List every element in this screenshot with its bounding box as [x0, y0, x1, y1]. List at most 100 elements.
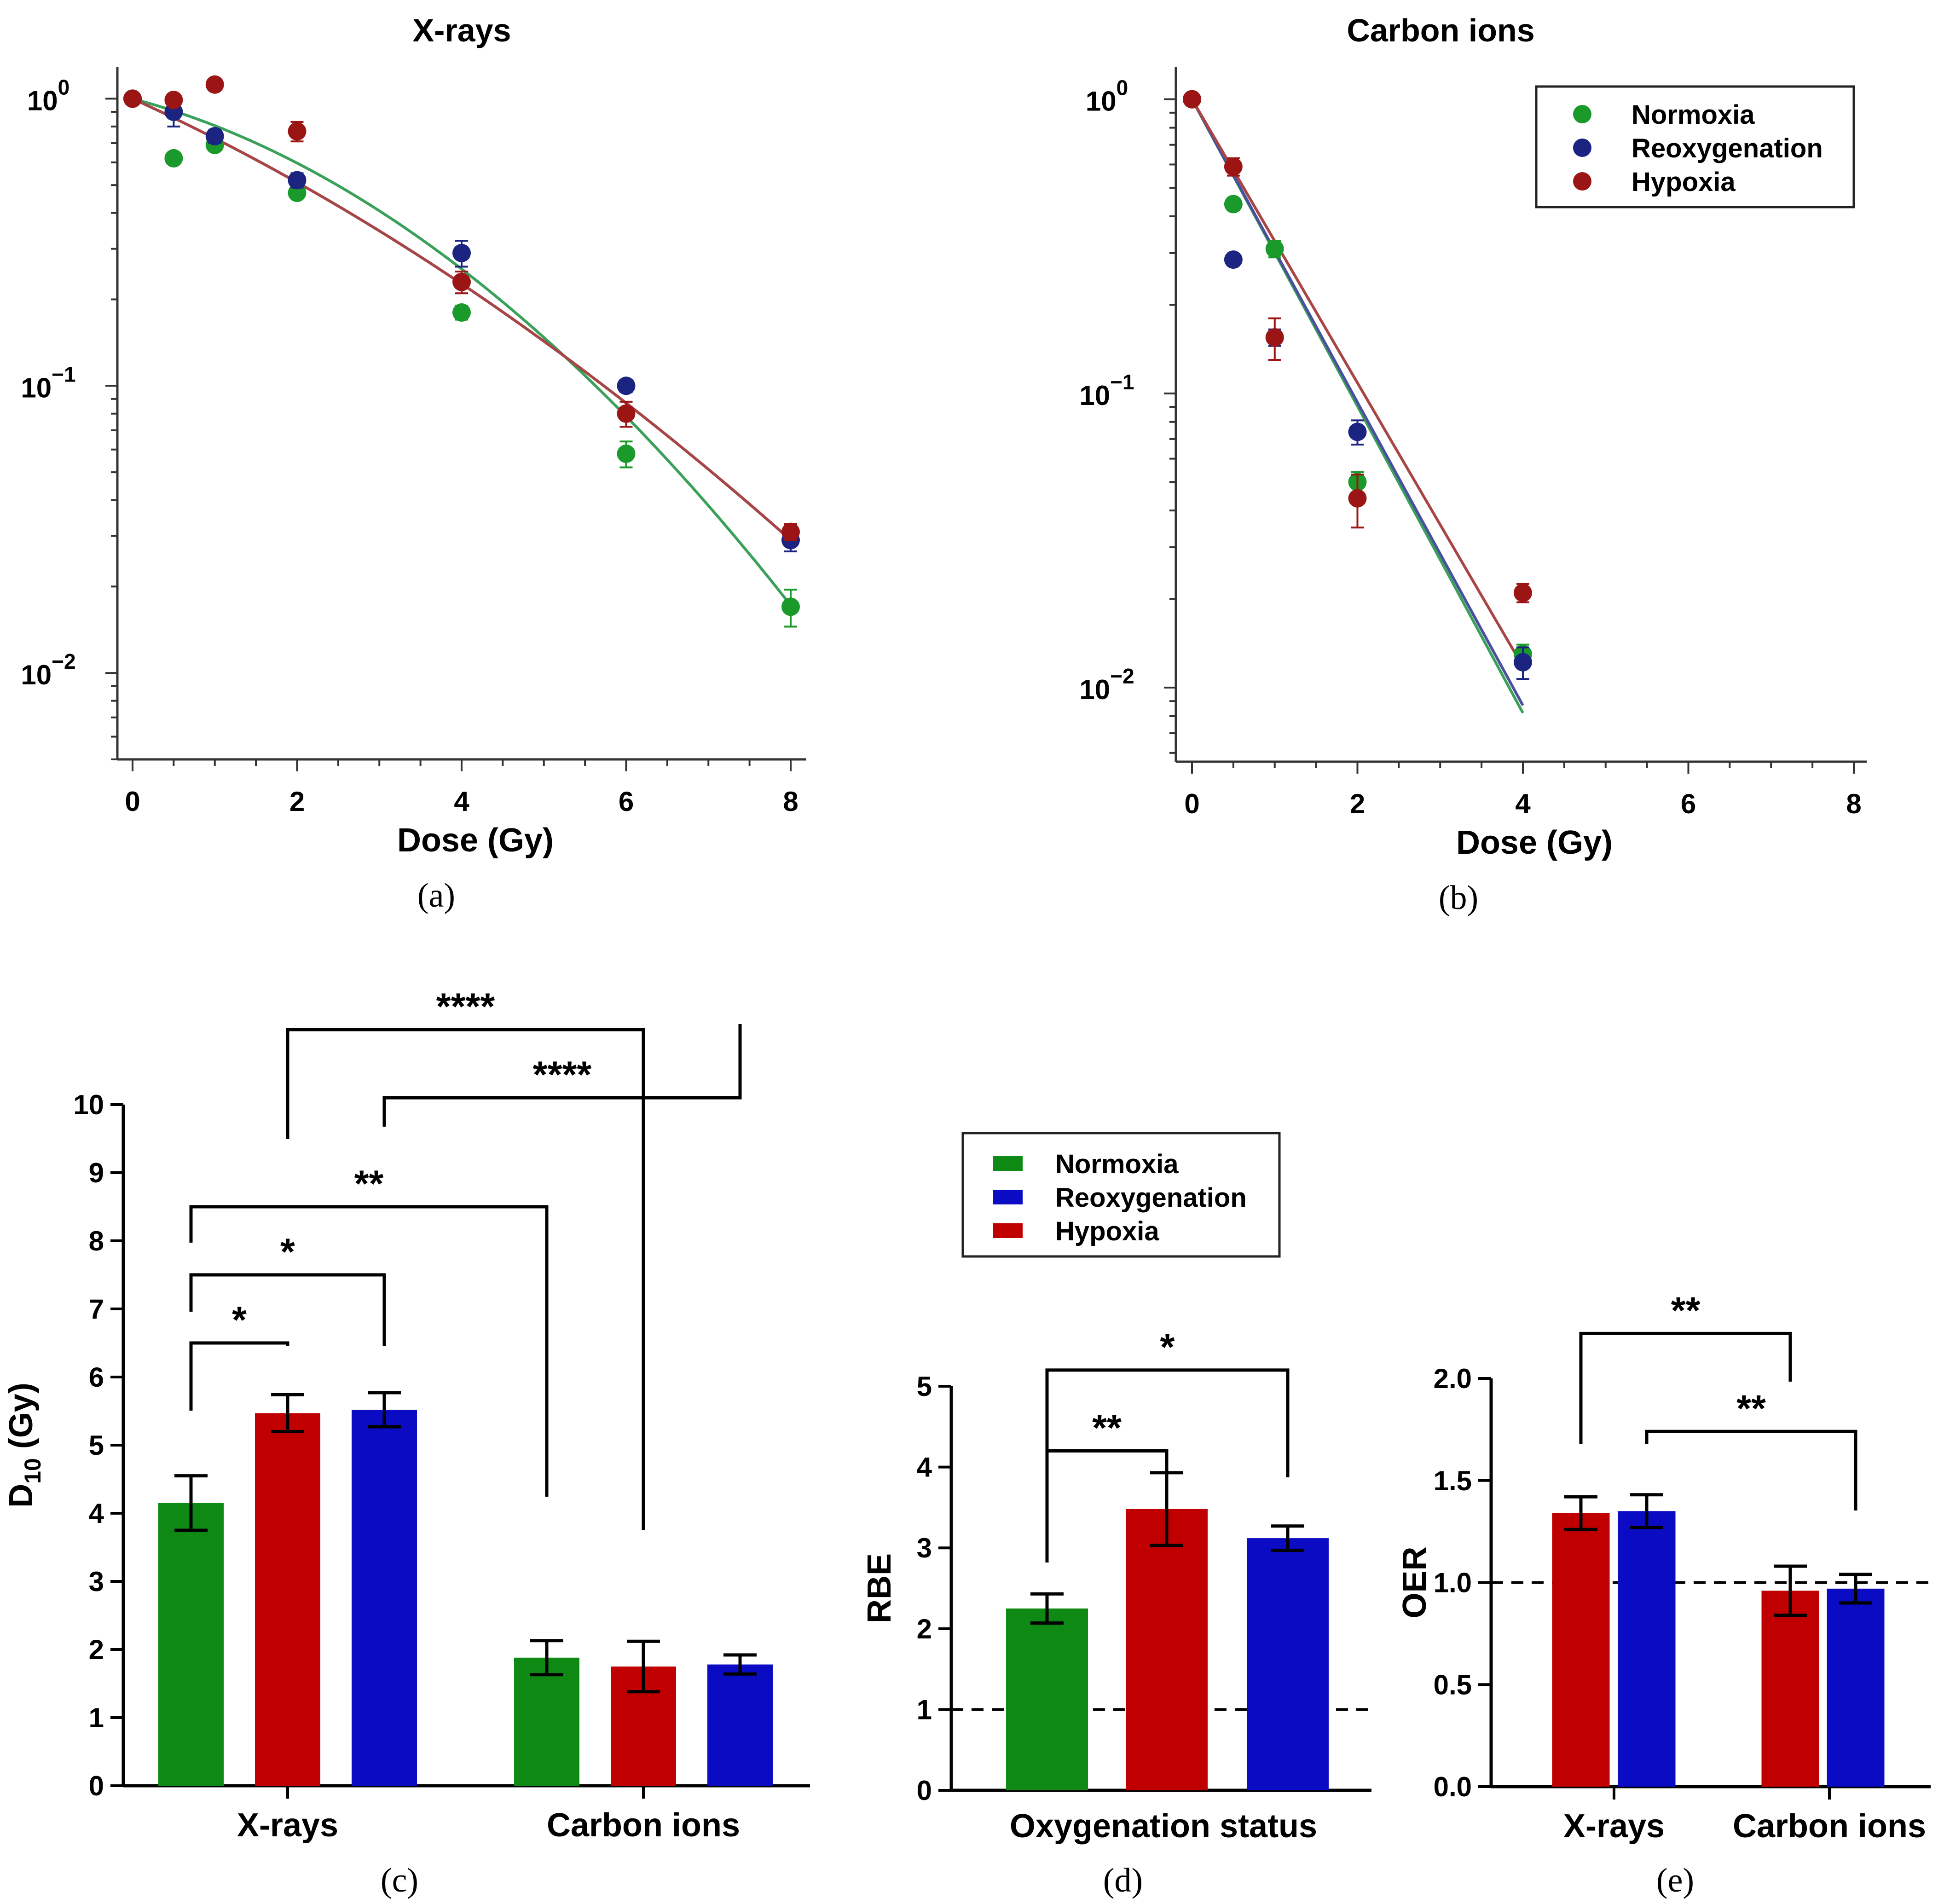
- y-axis-label: D10 (Gy): [3, 1383, 46, 1508]
- y-tick-label: 0.5: [1434, 1669, 1472, 1700]
- y-tick-label: 2: [89, 1634, 104, 1665]
- legend-label: Reoxygenation: [1632, 133, 1823, 163]
- y-tick-label: 100: [1086, 76, 1128, 117]
- data-point-hypoxia: [164, 91, 183, 110]
- y-tick-label: 4: [917, 1452, 932, 1483]
- panel-caption: (c): [381, 1862, 418, 1899]
- y-tick-base: 10: [1079, 380, 1110, 411]
- data-point-reoxygenation: [1348, 422, 1367, 441]
- y-tick-base: 10: [21, 660, 52, 690]
- panel-caption: (b): [1439, 879, 1478, 917]
- fit-line-normoxia: [132, 97, 792, 606]
- y-axis-label: OER: [1396, 1546, 1433, 1618]
- legend-label: Normoxia: [1632, 100, 1755, 130]
- data-point-hypoxia: [781, 522, 800, 541]
- bar-normoxia: [158, 1503, 224, 1786]
- y-axis-label: RBE: [861, 1553, 898, 1623]
- data-point-hypoxia: [1183, 90, 1201, 109]
- data-point-reoxygenation: [617, 376, 636, 395]
- data-point-hypoxia: [288, 122, 307, 141]
- data-point-reoxygenation: [1514, 653, 1532, 671]
- y-tick-label: 8: [89, 1226, 104, 1256]
- x-tick-label: 8: [1846, 788, 1861, 819]
- x-category-label: Carbon ions: [1733, 1808, 1926, 1845]
- y-label-subscript: 10: [20, 1458, 46, 1484]
- significance-bracket-line: [189, 1273, 386, 1346]
- y-tick-exponent: −2: [52, 649, 75, 673]
- data-point-hypoxia: [123, 89, 142, 108]
- bar-reoxygenation: [707, 1664, 773, 1786]
- panel-title: X-rays: [412, 12, 511, 48]
- y-tick-label: 1: [917, 1694, 932, 1725]
- panel-caption: (d): [1103, 1862, 1143, 1899]
- significance-bracket-label: *: [1160, 1326, 1175, 1368]
- significance-bracket-line: [1579, 1331, 1792, 1444]
- significance-bracket-label: **: [1671, 1290, 1701, 1331]
- significance-bracket-line: [382, 1024, 742, 1127]
- fit-line-reoxygenation: [1191, 98, 1524, 706]
- x-tick-label: 0: [1184, 788, 1199, 819]
- x-tick-label: 0: [125, 786, 140, 817]
- legend-label: Hypoxia: [1055, 1216, 1159, 1246]
- y-tick-exponent: 0: [58, 75, 70, 99]
- significance-bracket-line: [189, 1205, 549, 1497]
- y-tick-label: 0: [89, 1771, 104, 1801]
- legend-label: Hypoxia: [1632, 167, 1736, 197]
- y-tick-label: 10: [73, 1089, 104, 1120]
- bar-reoxygenation: [1247, 1538, 1329, 1790]
- y-tick-exponent: −2: [1110, 664, 1134, 688]
- data-point-normoxia: [781, 597, 800, 616]
- x-tick-label: 2: [1350, 788, 1365, 819]
- y-tick-label: 2: [917, 1614, 932, 1644]
- data-point-normoxia: [452, 303, 471, 322]
- data-point-reoxygenation: [288, 171, 307, 190]
- y-tick-label: 2.0: [1434, 1363, 1472, 1394]
- data-point-hypoxia: [452, 272, 471, 291]
- legend-marker: [1573, 172, 1591, 191]
- x-category-label: X-rays: [1563, 1808, 1665, 1845]
- y-tick-label: 9: [89, 1157, 104, 1188]
- data-point-normoxia: [1224, 195, 1243, 214]
- y-tick-label: 5: [917, 1371, 932, 1402]
- legend-label: Reoxygenation: [1055, 1183, 1247, 1213]
- panel-caption: (a): [417, 877, 455, 914]
- x-category-label: X-rays: [237, 1807, 338, 1844]
- legend-swatch: [993, 1223, 1023, 1238]
- bar-reoxygenation: [352, 1410, 417, 1786]
- y-tick-label: 1.5: [1434, 1465, 1472, 1496]
- x-tick-label: 6: [619, 786, 634, 817]
- data-point-normoxia: [617, 444, 636, 463]
- significance-bracket-label: **: [1736, 1388, 1766, 1429]
- significance-bracket-line: [1045, 1368, 1290, 1563]
- panel-caption: (e): [1656, 1862, 1694, 1899]
- bar-hypoxia: [1552, 1513, 1610, 1787]
- legend-marker: [1573, 139, 1591, 157]
- y-tick-label: 6: [89, 1362, 104, 1393]
- bar-hypoxia: [1126, 1509, 1208, 1790]
- significance-bracket-label: ****: [533, 1054, 592, 1096]
- y-tick-exponent: 0: [1117, 76, 1128, 100]
- y-tick-label: 5: [89, 1430, 104, 1461]
- y-tick-label: 3: [89, 1566, 104, 1597]
- data-point-hypoxia: [205, 75, 224, 94]
- y-tick-label: 100: [27, 75, 69, 116]
- y-tick-label: 7: [89, 1294, 104, 1325]
- data-point-hypoxia: [1265, 328, 1284, 347]
- significance-bracket-line: [286, 1028, 645, 1530]
- x-axis-label: Dose (Gy): [1456, 824, 1613, 861]
- bar-hypoxia: [255, 1413, 320, 1786]
- data-point-reoxygenation: [1224, 250, 1243, 269]
- y-label-base: D: [3, 1484, 40, 1508]
- data-point-normoxia: [164, 149, 183, 168]
- significance-bracket-label: *: [280, 1231, 295, 1273]
- fit-line-hypoxia: [1191, 98, 1524, 667]
- x-axis-label: Oxygenation status: [1010, 1808, 1317, 1845]
- bar-hypoxia: [1761, 1591, 1819, 1787]
